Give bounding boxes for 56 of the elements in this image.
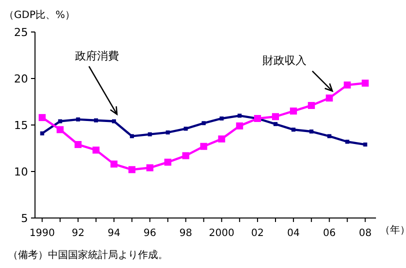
x-tick-label: 96 (143, 228, 156, 239)
point (326, 94, 333, 102)
point (146, 164, 154, 172)
x-tick-label: 06 (322, 228, 336, 239)
point (272, 113, 279, 120)
point (38, 114, 46, 122)
point (218, 135, 226, 142)
y-tick-label: 10 (14, 166, 28, 178)
point (200, 142, 208, 150)
point (166, 130, 170, 134)
y-tick-label: 25 (14, 26, 28, 39)
x-tick-label: 92 (72, 228, 84, 239)
text: 財政収入 (262, 54, 306, 68)
point (238, 114, 242, 118)
point (164, 158, 172, 166)
point (74, 141, 82, 148)
x-tick-label: 1990 (29, 228, 55, 239)
text: （備考）中国国家統計局より作成。 (8, 249, 168, 261)
point (76, 117, 80, 122)
x-tick-label: 2000 (208, 228, 234, 239)
point (56, 126, 64, 134)
point (236, 122, 244, 130)
point (220, 116, 224, 120)
point (112, 119, 116, 124)
point (148, 132, 152, 136)
point (308, 102, 315, 109)
x-tick-label: 94 (108, 228, 120, 239)
point (128, 166, 136, 174)
x-axis-title: （年） (380, 224, 406, 236)
point (58, 119, 62, 124)
point (291, 128, 296, 132)
point (344, 82, 351, 89)
point (273, 122, 278, 126)
x-tick-label: 02 (251, 228, 264, 239)
x-tick-label: 98 (179, 228, 192, 239)
point (184, 126, 188, 131)
point (94, 118, 98, 122)
point (363, 142, 368, 147)
point (130, 134, 134, 138)
point (40, 131, 44, 136)
point (182, 152, 190, 160)
y-tick-label: 15 (14, 119, 28, 132)
x-tick-label: 08 (358, 228, 372, 239)
point (362, 80, 369, 87)
x-tick-label: 04 (287, 228, 300, 239)
point (110, 160, 118, 168)
point (202, 121, 206, 126)
y-tick-label: 20 (14, 72, 28, 86)
point (327, 134, 332, 138)
y-tick-label: 5 (21, 212, 28, 225)
y-axis-title: （GDP比、%） (4, 9, 75, 21)
point (309, 130, 314, 134)
point (92, 146, 100, 154)
point (345, 140, 350, 144)
text: 政府消費 (74, 49, 119, 62)
point (290, 108, 297, 115)
